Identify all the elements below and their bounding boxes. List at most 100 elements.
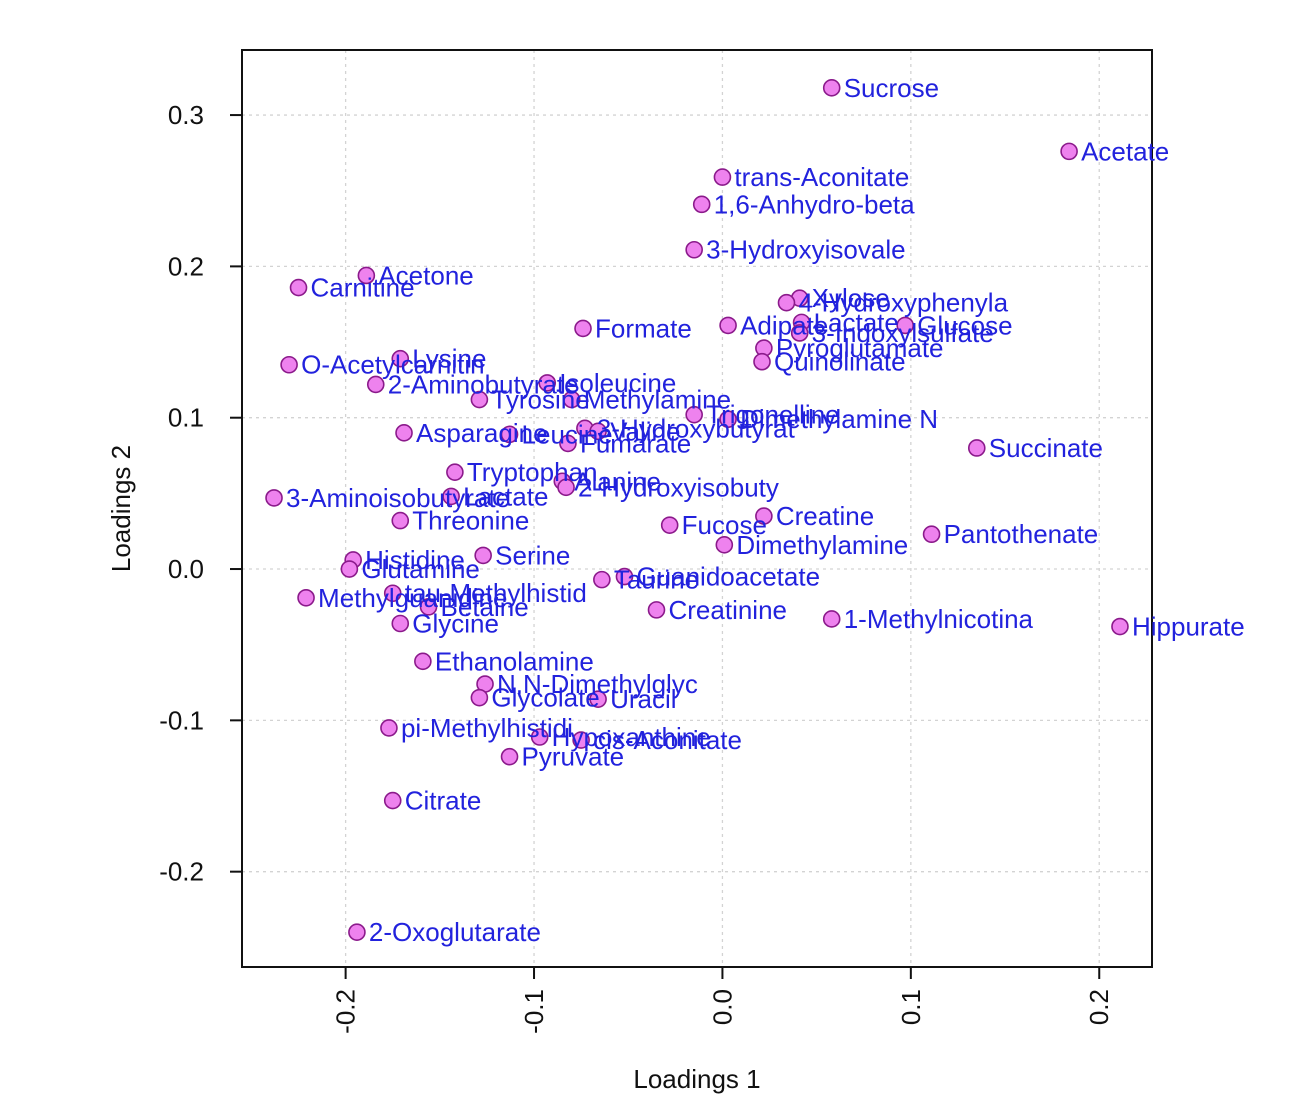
point-label: Dimethylamine	[736, 530, 908, 560]
point-label: Lactate	[463, 481, 548, 511]
data-point	[589, 422, 607, 441]
data-point	[366, 375, 385, 394]
data-point	[500, 747, 519, 766]
data-point	[967, 439, 986, 457]
data-point	[755, 507, 773, 525]
points-layer	[265, 79, 1129, 941]
x-tick-label: 0.2	[1084, 989, 1114, 1025]
data-point	[822, 610, 841, 628]
point-label: Glucose	[917, 310, 1012, 340]
point-label: Acetone	[378, 260, 473, 290]
data-point	[822, 79, 841, 97]
data-point	[647, 601, 666, 619]
y-tick-label: 0.1	[168, 403, 204, 433]
data-point	[538, 374, 557, 392]
data-point	[530, 728, 549, 746]
point-label: Pantothenate	[944, 519, 1099, 549]
point-label: Serine	[495, 540, 570, 570]
data-point	[500, 425, 519, 444]
data-point	[474, 546, 492, 565]
point-label: 3-Hydroxybutyrat	[597, 413, 796, 443]
data-point	[442, 487, 460, 506]
labels-layer: Sucrose Acetate trans-Aconitate1,6-Anhydro…	[286, 73, 1245, 947]
x-axis: -0.2 -0.1 0.0 0.1 0.2	[331, 967, 1114, 1034]
point-label: Fumarate	[580, 428, 691, 458]
data-point	[280, 355, 298, 374]
data-point	[922, 525, 941, 544]
point-label: Taurine	[614, 565, 699, 595]
data-point	[419, 598, 438, 616]
data-point	[589, 690, 607, 708]
point-label: Guanidoacetate	[636, 562, 820, 592]
data-point	[380, 719, 398, 737]
data-point	[340, 560, 359, 578]
x-tick-label: 0.0	[707, 989, 737, 1025]
data-point	[896, 316, 914, 335]
data-point	[559, 434, 577, 453]
x-axis-title: Loadings 1	[633, 1064, 760, 1094]
data-point	[790, 324, 809, 342]
data-point	[660, 516, 679, 534]
point-label: trans-Aconitate	[734, 162, 909, 192]
point-label: Pyroglutamate	[776, 333, 944, 363]
point-label: Adipate	[740, 310, 828, 340]
point-label: Hippurate	[1132, 612, 1245, 642]
point-label: 1,6-Anhydro-beta	[714, 189, 915, 219]
x-tick-label: 0.1	[896, 989, 926, 1025]
point-label: Tyrosine	[491, 385, 589, 415]
point-label: Acetate	[1081, 136, 1169, 166]
data-point	[692, 195, 711, 214]
point-label: Glycolate	[491, 683, 599, 713]
data-point	[777, 293, 796, 312]
data-point	[391, 614, 410, 633]
data-point	[383, 584, 402, 603]
point-label: 2-Aminobutyrate	[388, 369, 579, 399]
point-label: N,N-Dimethylglyc	[497, 669, 698, 699]
point-label: Lactate	[814, 307, 899, 337]
data-point	[713, 168, 732, 186]
point-label: Quinolinate	[774, 347, 906, 377]
point-label: Isoleucine	[559, 368, 676, 398]
point-label: 1-Methylnicotina	[844, 604, 1034, 634]
data-point	[348, 923, 366, 941]
point-label: cis-Aconitate	[593, 725, 742, 755]
x-tick-label: -0.1	[519, 989, 549, 1034]
point-label: Uracil	[610, 684, 676, 714]
y-tick-label: -0.2	[159, 857, 204, 887]
data-point	[557, 478, 575, 497]
plot-frame	[241, 49, 1153, 968]
data-point	[715, 536, 734, 554]
data-point	[1060, 142, 1078, 161]
point-label: O-Acetylcarnitin	[301, 350, 485, 380]
data-point	[289, 278, 308, 297]
data-point	[593, 570, 611, 589]
point-label: 3-Indoxylsulfate	[812, 318, 994, 348]
y-tick-label: 0.0	[168, 554, 204, 584]
y-axis: -0.2 -0.1 0.0 0.1 0.2 0.3	[159, 100, 242, 887]
data-point	[562, 390, 581, 409]
data-point	[615, 567, 634, 586]
data-point	[357, 266, 376, 285]
point-label: 3-Hydroxyisovale	[706, 235, 905, 265]
data-point	[685, 240, 703, 259]
data-point	[414, 652, 432, 671]
data-point	[395, 424, 413, 442]
point-label: Glycine	[412, 609, 499, 639]
point-label: Trigonelline	[706, 400, 839, 430]
data-point	[391, 511, 410, 530]
point-label: Xylose	[812, 283, 890, 313]
point-label: Dimethylamine N	[740, 404, 938, 434]
point-label: Methylamine	[584, 385, 731, 415]
point-label: Sucrose	[844, 73, 939, 103]
point-label: 2-Hydroxyisobuty	[578, 472, 779, 502]
point-label: Carnitine	[311, 273, 415, 303]
data-point	[446, 463, 464, 481]
y-tick-label: 0.2	[168, 251, 204, 281]
point-label: Glutamine	[361, 554, 480, 584]
point-label: Citrate	[405, 786, 482, 816]
point-label: Formate	[595, 313, 692, 343]
point-label: Ethanolamine	[435, 646, 594, 676]
data-point	[572, 731, 590, 749]
point-label: 2-Oxoglutarate	[369, 917, 541, 947]
